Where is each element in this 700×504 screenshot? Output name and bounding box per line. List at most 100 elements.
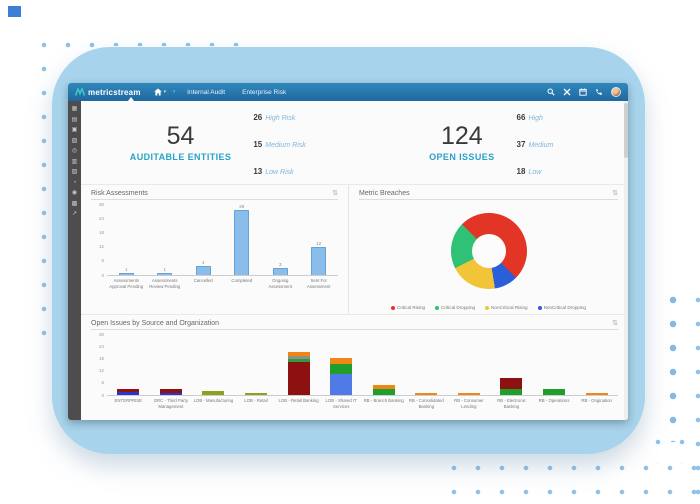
bar-column: 4 bbox=[184, 204, 223, 275]
stacked-bar-column bbox=[192, 334, 235, 395]
x-axis-label: GRC - Third Party Management bbox=[153, 398, 189, 409]
stacked-bar-column bbox=[362, 334, 405, 395]
tools-icon[interactable] bbox=[563, 88, 571, 96]
stacked-bar bbox=[287, 351, 310, 395]
y-axis-tick: 30 bbox=[98, 201, 104, 207]
bar-segment bbox=[543, 388, 566, 395]
sidebar-list-icon[interactable]: ▨ bbox=[71, 169, 78, 175]
panel-risk-assessments: Risk Assessments ⇅ 0 6 12 18 24 30 1 1 4 29 3 12 As… bbox=[81, 185, 350, 314]
home-icon bbox=[153, 88, 162, 96]
bar-column: 12 bbox=[300, 204, 339, 275]
x-axis-label: RB - Consolidated Banking bbox=[408, 398, 444, 409]
expand-icon[interactable]: ⇅ bbox=[612, 190, 618, 197]
legend-item[interactable]: Critical Dropping bbox=[435, 305, 475, 310]
sidebar-image-icon[interactable]: ▩ bbox=[71, 200, 78, 207]
stacked-bar bbox=[330, 357, 353, 395]
bar-segment bbox=[500, 378, 523, 389]
bar-column: 29 bbox=[223, 204, 262, 275]
panel-open-issues: Open Issues by Source and Organization ⇅… bbox=[81, 315, 628, 420]
scrollbar[interactable] bbox=[624, 101, 628, 420]
bar-value-label: 1 bbox=[163, 266, 166, 272]
label-low: Low bbox=[528, 168, 542, 176]
legend-label: Critical Rising bbox=[397, 305, 426, 310]
chevron-down-icon: ▾ bbox=[163, 89, 167, 95]
home-menu[interactable]: ▾ bbox=[153, 88, 167, 96]
sidebar-gear-icon[interactable]: ◉ bbox=[71, 190, 78, 196]
stacked-bar-column bbox=[533, 334, 576, 395]
stacked-bar bbox=[202, 390, 225, 395]
phone-icon[interactable] bbox=[595, 88, 603, 96]
legend-item[interactable]: Critical Rising bbox=[391, 305, 425, 310]
label-high: High bbox=[528, 114, 543, 122]
tab-internal-audit[interactable]: Internal Audit bbox=[187, 88, 226, 96]
calendar-icon[interactable] bbox=[579, 88, 587, 96]
count-medium-risk: 15 bbox=[253, 139, 263, 149]
x-axis-label: Ongoing Assessment bbox=[268, 278, 292, 289]
stacked-bar-column bbox=[107, 334, 150, 395]
x-axis-label: Assessments Approval Pending bbox=[109, 278, 144, 289]
bar-segment bbox=[245, 392, 268, 395]
stacked-bar bbox=[159, 388, 182, 395]
tab-enterprise-risk[interactable]: Enterprise Risk bbox=[242, 88, 287, 96]
user-avatar[interactable] bbox=[611, 87, 621, 97]
count-high-risk: 26 bbox=[253, 112, 263, 122]
bar-segment bbox=[330, 374, 353, 395]
bar-segment bbox=[117, 391, 140, 395]
bar-segment bbox=[330, 357, 353, 365]
sidebar-grid-icon[interactable]: ▦ bbox=[71, 106, 78, 112]
sidebar-target-icon[interactable]: ◔ bbox=[72, 179, 77, 186]
bar-column: 3 bbox=[261, 204, 300, 275]
scrollbar-thumb[interactable] bbox=[624, 103, 628, 158]
x-axis-label: LOB - Manufacturing bbox=[193, 398, 234, 403]
x-axis-label: RB - Origination bbox=[581, 398, 612, 403]
search-icon[interactable] bbox=[547, 88, 555, 96]
bar-value-label: 1 bbox=[124, 266, 128, 272]
y-axis-tick: 24 bbox=[98, 215, 104, 221]
open-issues-chart: 0 6 12 18 24 30 ENTERPRISE GRC - Third Party M… bbox=[99, 332, 618, 420]
kpi-breakdown: 66 High 37 Medium 18 Low bbox=[517, 107, 554, 179]
bar-segment bbox=[287, 355, 310, 359]
bar bbox=[234, 210, 250, 275]
stacked-bar bbox=[500, 378, 523, 395]
bar-value-label: 4 bbox=[201, 259, 205, 265]
kpi-value: 124 bbox=[440, 122, 483, 151]
kpi-breakdown: 26 High Risk 15 Medium Risk 13 Low Risk bbox=[253, 107, 305, 179]
y-axis-tick: 18 bbox=[98, 355, 104, 361]
panel-metric-breaches: Metric Breaches ⇅ Critical Rising Critica… bbox=[349, 185, 628, 314]
bar-column: 1 bbox=[146, 204, 185, 275]
expand-icon[interactable]: ⇅ bbox=[612, 320, 618, 327]
sidebar-trend-icon[interactable]: ↗ bbox=[71, 211, 78, 217]
label-medium: Medium bbox=[528, 141, 554, 149]
stacked-bar bbox=[415, 392, 438, 395]
metricstream-logo[interactable]: metricstream bbox=[75, 88, 141, 97]
sidebar-pencil-icon[interactable]: ▥ bbox=[71, 158, 78, 165]
x-axis-label: Sent For Assessment bbox=[307, 278, 331, 289]
kpi-open-issues: 124 OPEN ISSUES 66 High 37 Medium 18 Low bbox=[355, 101, 629, 184]
bar-segment bbox=[330, 364, 353, 375]
stacked-bar-column bbox=[320, 334, 363, 395]
bar-value-label: 3 bbox=[278, 261, 282, 267]
bar-segment bbox=[287, 358, 310, 362]
legend-item[interactable]: NonCritical Dropping bbox=[537, 305, 586, 310]
y-axis-tick: 18 bbox=[98, 229, 104, 235]
y-axis-tick: 12 bbox=[98, 244, 104, 250]
sidebar-book-icon[interactable]: ▣ bbox=[71, 127, 78, 133]
stacked-bar-column bbox=[150, 334, 193, 395]
bar bbox=[118, 272, 134, 275]
legend-color-dot bbox=[537, 305, 542, 310]
legend-item[interactable]: NonCritical Rising bbox=[485, 305, 528, 310]
expand-icon[interactable]: ⇅ bbox=[332, 190, 339, 197]
x-axis-label: ENTERPRISE bbox=[114, 398, 143, 403]
sidebar-pages-icon[interactable]: ▤ bbox=[71, 116, 78, 123]
stacked-bar-column bbox=[277, 334, 320, 395]
kpi-row: 54 AUDITABLE ENTITIES 26 High Risk 15 Medi… bbox=[81, 101, 628, 185]
y-axis-tick: 0 bbox=[101, 272, 104, 278]
kpi-label: OPEN ISSUES bbox=[429, 151, 495, 162]
sidebar-chart-icon[interactable]: ▧ bbox=[71, 137, 78, 144]
x-axis-label: LOB - Retail bbox=[244, 398, 268, 403]
kpi-value: 54 bbox=[166, 122, 195, 151]
y-axis-tick: 30 bbox=[98, 331, 104, 337]
bar-segment bbox=[159, 392, 182, 395]
bar-segment bbox=[500, 388, 523, 395]
sidebar-search-icon[interactable]: ◎ bbox=[71, 148, 78, 154]
